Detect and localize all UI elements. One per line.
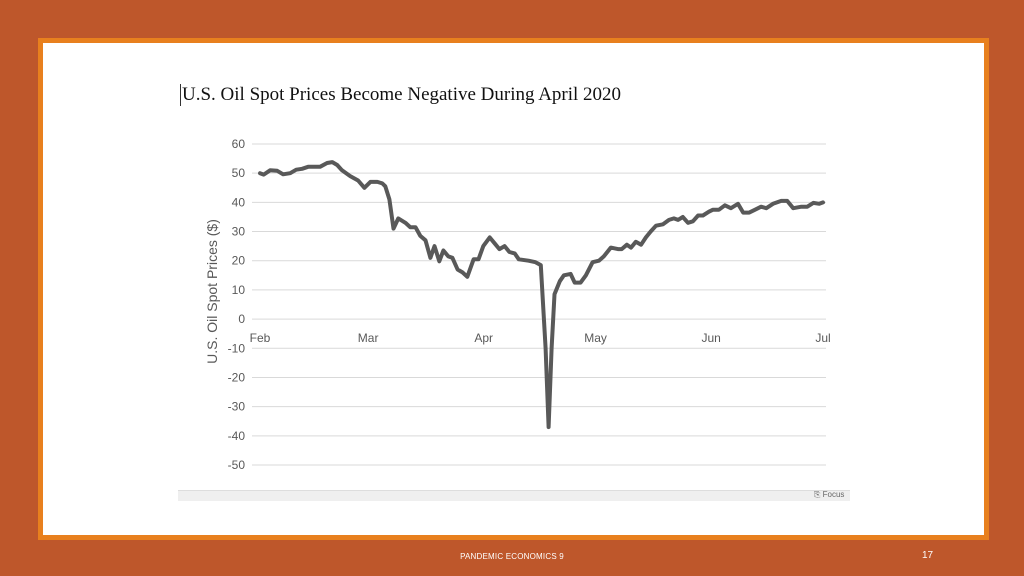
y-tick-label: -20: [228, 370, 246, 384]
y-tick-label: 20: [232, 254, 246, 268]
x-tick-label: Jun: [701, 331, 720, 345]
y-axis-label: U.S. Oil Spot Prices ($): [204, 219, 220, 364]
y-tick-label: 30: [232, 225, 246, 239]
focus-label: Focus: [822, 490, 845, 499]
y-tick-label: 40: [232, 195, 246, 209]
y-tick-label: 10: [232, 283, 246, 297]
slide-card: [38, 38, 989, 540]
window-status-strip: [178, 490, 850, 501]
price-series-line: [258, 160, 825, 430]
y-tick-label: -30: [228, 400, 246, 414]
x-tick-label: Jul: [815, 331, 830, 345]
x-tick-label: Apr: [474, 331, 493, 345]
y-tick-label: -40: [228, 429, 246, 443]
y-tick-label: 50: [232, 166, 246, 180]
y-tick-label: -10: [228, 341, 246, 355]
chart-title: U.S. Oil Spot Prices Become Negative Dur…: [180, 84, 622, 106]
y-tick-label: -50: [228, 458, 246, 472]
slide-footer: PANDEMIC ECONOMICS 9: [460, 552, 564, 561]
x-tick-label: Feb: [250, 331, 271, 345]
x-tick-label: May: [584, 331, 607, 345]
x-tick-label: Mar: [358, 331, 379, 345]
focus-button[interactable]: ⎘ Focus: [814, 490, 844, 500]
y-tick-label: 60: [232, 137, 246, 151]
focus-icon: ⎘: [814, 490, 823, 499]
y-tick-label: 0: [238, 312, 245, 326]
page-number: 17: [922, 550, 934, 561]
